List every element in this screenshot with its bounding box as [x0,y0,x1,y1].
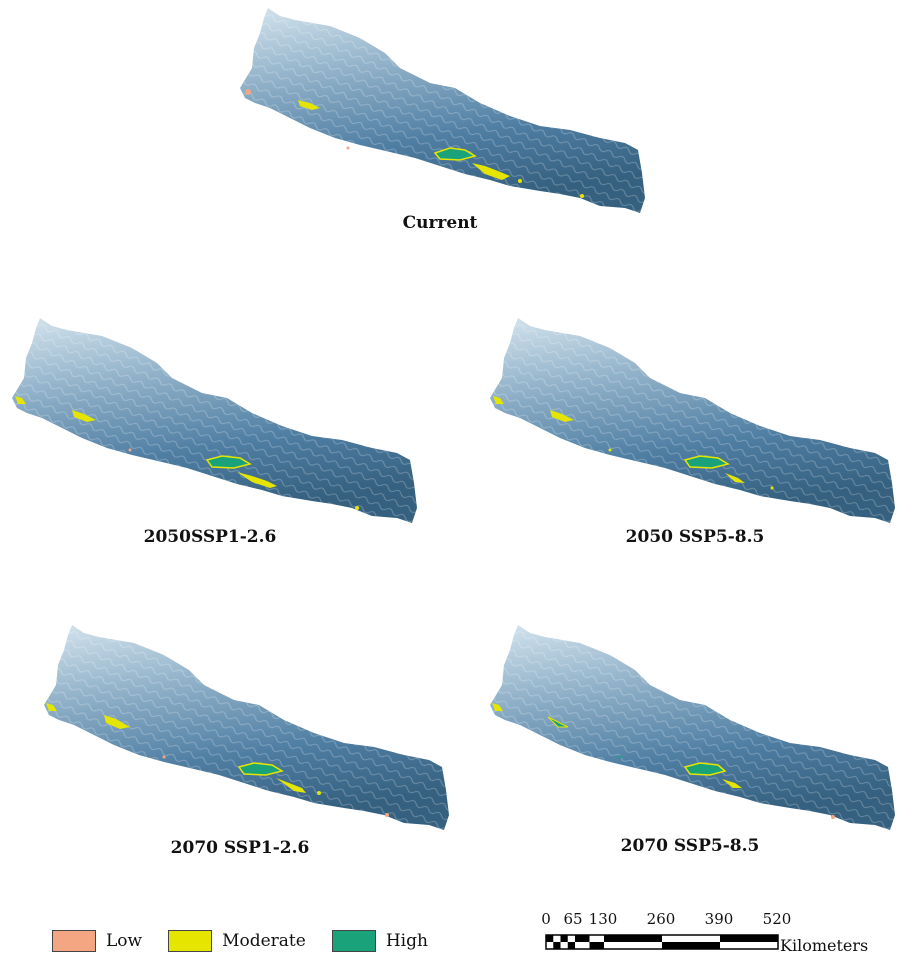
scale-bar: 0 65 130 260 390 520 Kilometers [540,910,890,958]
map-panel-2050-ssp126 [12,318,417,528]
suitability-patches [46,703,389,817]
panel-title-2070-ssp126: 2070 SSP1-2.6 [170,838,310,858]
suitability-patches [492,703,835,819]
scale-tick-65: 65 [563,910,583,928]
scale-units-label: Kilometers [780,936,869,955]
panel-title-2050-ssp126: 2050SSP1-2.6 [143,527,277,547]
legend-item-moderate: Moderate [168,930,306,952]
legend-swatch-low [52,930,96,952]
panel-title-current: Current [402,213,478,233]
scale-tick-130: 130 [588,910,618,928]
legend-label-low: Low [106,931,143,951]
scale-tick-520: 520 [762,910,792,928]
map-panel-2070-ssp585 [490,625,895,835]
legend-item-high: High [331,930,428,952]
suitability-patches [245,89,584,198]
map-2050-ssp126 [12,318,417,523]
panel-title-2050-ssp585: 2050 SSP5-8.5 [625,527,765,547]
map-current [240,8,645,213]
map-2070-ssp126 [44,625,449,830]
scale-tick-390: 390 [704,910,734,928]
map-panel-2070-ssp126 [44,625,449,835]
map-panel-current [240,8,645,218]
legend: Low Moderate High [52,930,454,952]
legend-label-moderate: Moderate [222,931,306,951]
suitability-patches [15,396,359,510]
map-panel-2050-ssp585 [490,318,895,528]
map-2050-ssp585 [490,318,895,523]
legend-item-low: Low [52,930,142,952]
legend-label-high: High [385,931,428,951]
legend-swatch-high [331,930,376,952]
scale-tick-0: 0 [541,910,551,928]
panel-title-2070-ssp585: 2070 SSP5-8.5 [620,836,760,856]
map-2070-ssp585 [490,625,895,830]
legend-swatch-moderate [168,930,213,952]
scale-bar-graphic [545,934,779,950]
suitability-patches [493,396,774,490]
scale-tick-260: 260 [646,910,676,928]
